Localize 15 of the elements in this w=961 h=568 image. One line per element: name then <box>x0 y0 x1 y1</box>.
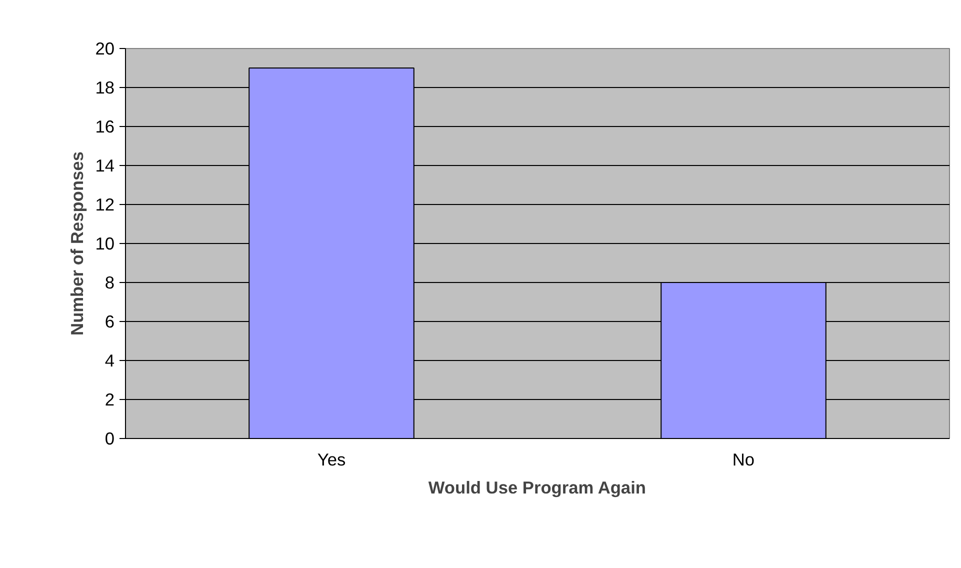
y-tick-label: 18 <box>95 78 115 98</box>
x-tick-label: Yes <box>317 450 346 470</box>
y-tick-label: 4 <box>104 350 115 370</box>
y-tick-label: 0 <box>104 428 115 448</box>
y-tick-label: 10 <box>95 234 115 254</box>
y-tick-label: 8 <box>104 272 115 292</box>
y-tick-label: 16 <box>95 116 115 136</box>
x-tick-label: No <box>732 450 755 470</box>
y-tick-label: 2 <box>104 390 115 410</box>
x-axis-title: Would Use Program Again <box>428 478 646 498</box>
y-axis-title: Number of Responses <box>67 152 88 336</box>
y-tick-label: 6 <box>104 312 115 332</box>
y-tick-label: 14 <box>95 156 115 176</box>
y-tick-label: 20 <box>95 38 115 58</box>
y-tick-label: 12 <box>95 194 115 214</box>
